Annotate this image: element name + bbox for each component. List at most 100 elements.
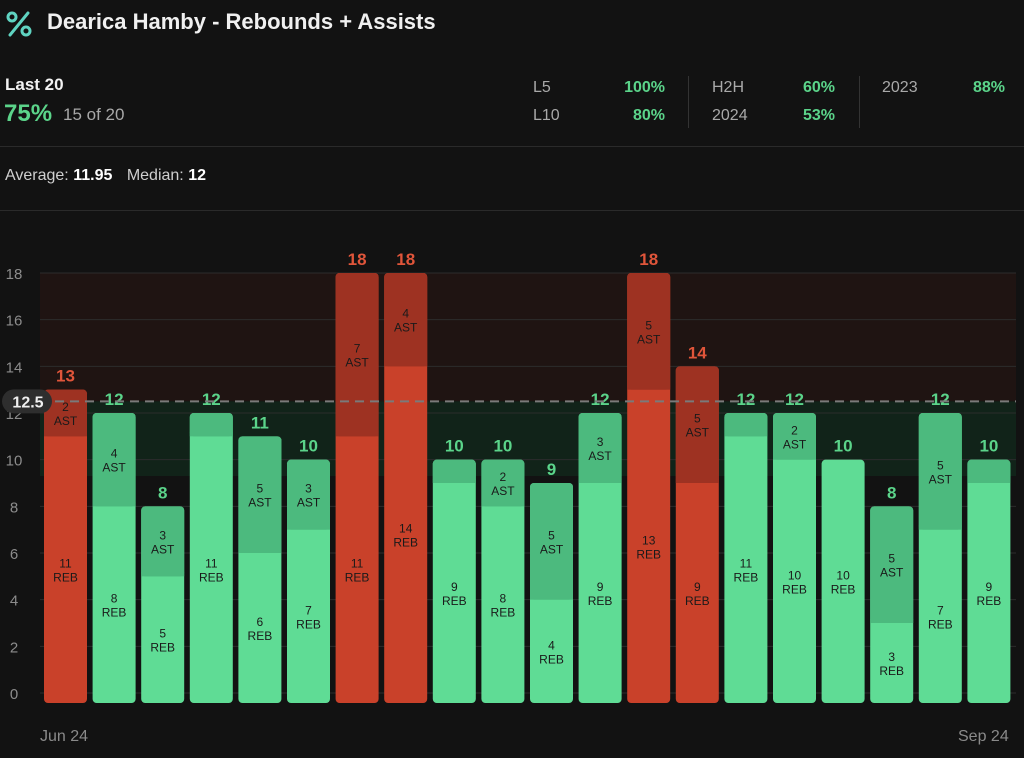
bar-ast-join <box>141 572 185 577</box>
reb-value-label: 8 <box>500 592 507 606</box>
bar-total-label: 13 <box>56 367 75 386</box>
reb-value-label: 6 <box>257 615 264 629</box>
ast-value-label: 5 <box>937 458 944 472</box>
divider <box>688 76 689 128</box>
reb-series-label: REB <box>248 629 273 643</box>
y-tick-label: 8 <box>10 499 18 516</box>
median-value: 12 <box>188 167 206 184</box>
reb-value-label: 10 <box>836 568 850 582</box>
bar-reb <box>481 459 525 703</box>
bar-ast <box>141 506 185 577</box>
bar-reb <box>967 459 1011 703</box>
bar-reb <box>384 273 428 703</box>
bar-ast <box>481 459 525 507</box>
bar-total-label: 12 <box>785 390 804 409</box>
bar-total-label: 10 <box>493 437 512 456</box>
reb-series-label: REB <box>296 617 321 631</box>
reb-value-label: 13 <box>642 533 656 547</box>
reb-value-label: 8 <box>111 592 118 606</box>
bar-ast-join <box>92 502 136 507</box>
hit-rate-percent: 75% <box>4 100 53 127</box>
reb-value-label: 11 <box>59 557 72 571</box>
ast-series-label: AST <box>102 461 126 475</box>
y-tick-label: 10 <box>6 453 23 470</box>
bar-ast-join <box>627 385 671 390</box>
ast-series-label: AST <box>345 356 369 370</box>
ast-series-label: AST <box>540 542 564 556</box>
ast-series-label: AST <box>248 496 272 510</box>
ast-series-label: AST <box>151 542 175 556</box>
reb-series-label: REB <box>636 547 661 561</box>
bar-total-label: 10 <box>979 437 998 456</box>
reb-series-label: REB <box>442 594 467 608</box>
average-label: Average: <box>5 167 69 184</box>
bar-ast-join <box>44 432 87 437</box>
ast-value-label: 4 <box>402 307 409 321</box>
y-tick-label: 4 <box>10 593 18 610</box>
reb-series-label: REB <box>977 594 1002 608</box>
reb-value-label: 11 <box>205 557 218 571</box>
average-value: 11.95 <box>73 167 113 184</box>
ast-value-label: 2 <box>500 470 507 484</box>
ast-value-label: 7 <box>354 342 361 356</box>
bar-total-label: 10 <box>834 437 853 456</box>
reb-value-label: 11 <box>351 557 364 571</box>
bar-total-label: 18 <box>396 250 415 269</box>
bar-reb <box>432 459 476 703</box>
ast-value-label: 3 <box>159 528 166 542</box>
bar-total-label: 11 <box>251 413 269 432</box>
reb-value-label: 9 <box>694 580 701 594</box>
bar-ast <box>432 459 476 483</box>
ast-value-label: 3 <box>305 482 312 496</box>
bar-ast-join <box>578 479 622 483</box>
x-end-label: Sep 24 <box>958 728 1009 745</box>
bar-ast <box>967 459 1011 483</box>
reb-value-label: 7 <box>305 603 312 617</box>
threshold-label: 12.5 <box>12 394 43 411</box>
reb-series-label: REB <box>928 617 953 631</box>
bar-ast-join <box>724 432 768 437</box>
game-log-chart: 024681012141618132AST11REB124AST8REB83AS… <box>2 250 1016 703</box>
bar-ast <box>287 459 330 530</box>
ast-value-label: 2 <box>62 400 69 414</box>
divider <box>0 146 1024 147</box>
average-median-row: Average: 11.95 Median: 12 <box>5 167 216 185</box>
bar-ast-join <box>773 455 816 460</box>
bar-ast-join <box>918 525 962 530</box>
bar-total-label: 8 <box>158 483 167 502</box>
stat-value-2024: 53% <box>802 107 835 124</box>
reb-series-label: REB <box>491 606 516 620</box>
reb-series-label: REB <box>393 536 418 550</box>
reb-value-label: 9 <box>986 580 993 594</box>
bar-ast <box>189 413 233 437</box>
reb-value-label: 7 <box>937 603 944 617</box>
ast-value-label: 5 <box>645 318 652 332</box>
bar-ast <box>530 483 573 600</box>
bar-ast <box>578 413 622 483</box>
bar-ast-join <box>189 432 233 437</box>
bar-total-label: 18 <box>639 250 658 269</box>
divider <box>0 210 1024 211</box>
bar-total-label: 10 <box>445 437 464 456</box>
hit-rate-summary: Last 20 75% 15 of 20 L5 100% L10 80% H2H… <box>0 66 1024 146</box>
reb-series-label: REB <box>588 594 613 608</box>
bar-reb <box>821 459 865 703</box>
ast-series-label: AST <box>394 321 418 335</box>
ast-series-label: AST <box>637 332 661 346</box>
y-tick-label: 2 <box>10 639 18 656</box>
reb-value-label: 9 <box>451 580 458 594</box>
ast-value-label: 5 <box>257 482 264 496</box>
y-tick-label: 6 <box>10 546 18 563</box>
reb-value-label: 5 <box>159 627 166 641</box>
bar-total-label: 12 <box>591 390 610 409</box>
bar-total-label: 12 <box>736 390 755 409</box>
bar-ast <box>92 413 136 507</box>
bar-ast-join <box>432 479 476 483</box>
reb-value-label: 4 <box>548 638 555 652</box>
ast-series-label: AST <box>783 437 807 451</box>
threshold-badge <box>2 389 52 414</box>
bar-ast-join <box>335 432 379 437</box>
ast-series-label: AST <box>880 566 904 580</box>
bar-ast-join <box>967 479 1011 483</box>
bar-total-label: 10 <box>299 437 318 456</box>
